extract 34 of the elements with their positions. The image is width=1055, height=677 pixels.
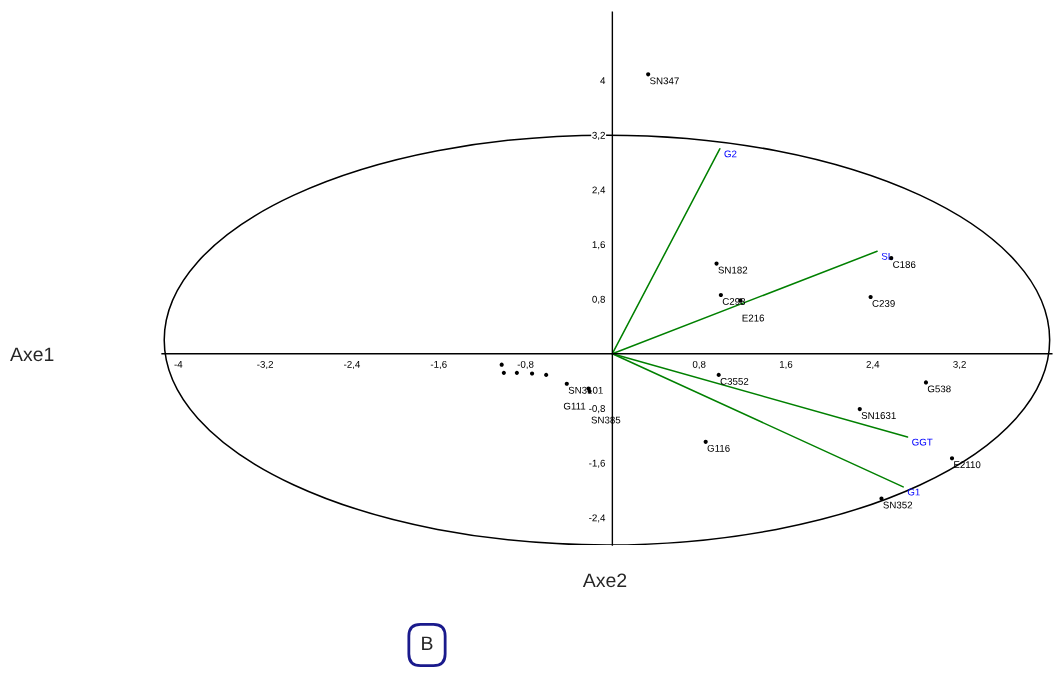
x-tick-label: 2,4 <box>866 360 880 369</box>
x-tick-label: -0,8 <box>517 360 534 369</box>
data-label: E216 <box>742 314 765 322</box>
y-tick-label: 4 <box>600 77 606 85</box>
x-tick-label: 1,6 <box>779 360 793 369</box>
data-label: SN352 <box>883 501 913 509</box>
y-tick-label: -2,4 <box>589 514 606 523</box>
data-label: G111 <box>563 402 586 410</box>
data-label: C186 <box>893 261 916 269</box>
data-label: G116 <box>707 444 730 452</box>
y-tick-label: -0,8 <box>589 405 605 414</box>
data-label: SN182 <box>718 266 748 274</box>
data-label: SN1631 <box>861 412 896 419</box>
series-label: G2 <box>724 150 737 158</box>
x-tick-label: 0,8 <box>692 360 706 369</box>
y-tick-label: -1,6 <box>589 459 605 468</box>
y-tick-label: 1,6 <box>592 241 605 250</box>
x-tick-label: -1,6 <box>430 360 447 369</box>
data-label: SN347 <box>650 77 679 85</box>
data-label: C239 <box>872 300 895 307</box>
y-tick-label: 3,2 <box>592 131 605 140</box>
y-tick-label: 2,4 <box>592 186 606 195</box>
x-tick-label: -2,4 <box>344 360 361 369</box>
x-tick-label: -4 <box>174 361 183 368</box>
data-label: C3552 <box>720 377 749 385</box>
data-label: G538 <box>927 385 951 393</box>
text: Axe1 <box>10 347 54 362</box>
series-label: GGT <box>912 438 933 446</box>
x-tick-label: -3,2 <box>257 360 274 369</box>
y-tick-label: 0,8 <box>592 295 605 304</box>
text: Axe2 <box>582 573 627 588</box>
text: B <box>422 636 433 651</box>
series-label: G1 <box>907 488 920 496</box>
x-tick-label: 3,2 <box>953 360 966 369</box>
